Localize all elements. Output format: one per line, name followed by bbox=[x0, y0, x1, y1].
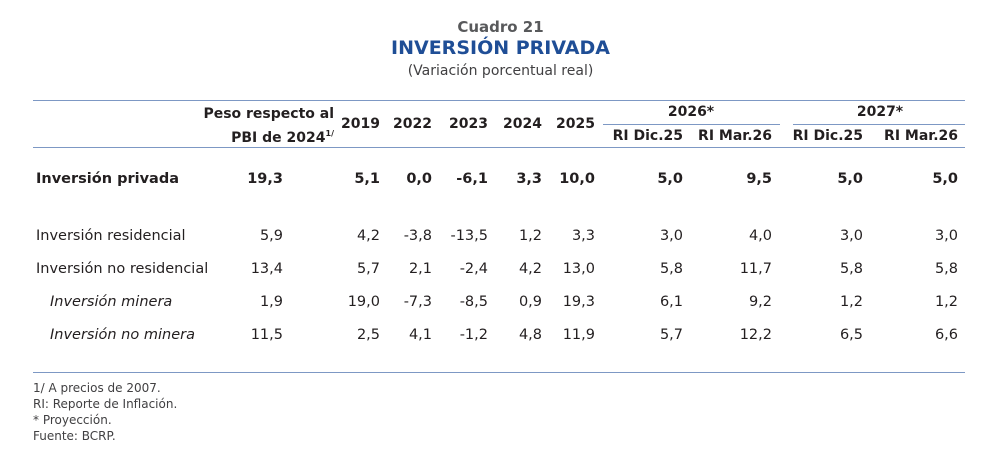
header-year: 2023 bbox=[449, 116, 488, 132]
table-cell: 3,3 bbox=[516, 171, 542, 187]
top-rule bbox=[33, 100, 965, 101]
table-cell: -13,5 bbox=[450, 228, 488, 244]
table-cell: 4,2 bbox=[356, 228, 380, 244]
group-rule-2027 bbox=[793, 124, 965, 125]
table-cell: 5,0 bbox=[837, 171, 863, 187]
table-cell: -8,5 bbox=[459, 294, 488, 310]
table-cell: 5,7 bbox=[356, 261, 380, 277]
table-cell: 4,0 bbox=[748, 228, 772, 244]
table-cell: 9,5 bbox=[746, 171, 772, 187]
table-cell: 6,5 bbox=[839, 327, 863, 343]
table-cell: 4,2 bbox=[518, 261, 542, 277]
table-cell: 1,2 bbox=[518, 228, 542, 244]
table-cell: 3,0 bbox=[934, 228, 958, 244]
table-title: INVERSIÓN PRIVADA bbox=[391, 37, 610, 59]
table-cell: 13,4 bbox=[250, 261, 283, 277]
table-cell: 1,9 bbox=[259, 294, 283, 310]
row-label: Inversión privada bbox=[36, 171, 179, 187]
table-cell: 1,2 bbox=[839, 294, 863, 310]
table-cell: 3,0 bbox=[659, 228, 683, 244]
table-cell: 11,9 bbox=[562, 327, 595, 343]
table-number: Cuadro 21 bbox=[457, 18, 544, 36]
footnote: RI: Reporte de Inflación. bbox=[33, 397, 178, 411]
table-cell: 2,5 bbox=[356, 327, 380, 343]
table-cell: -6,1 bbox=[456, 171, 488, 187]
footnote: Fuente: BCRP. bbox=[33, 429, 116, 443]
row-label: Inversión residencial bbox=[36, 228, 186, 244]
table-cell: 19,3 bbox=[562, 294, 595, 310]
table-cell: 11,5 bbox=[250, 327, 283, 343]
table-cell: 5,9 bbox=[259, 228, 283, 244]
table-cell: -7,3 bbox=[403, 294, 432, 310]
footnote: * Proyección. bbox=[33, 413, 112, 427]
header-year: 2022 bbox=[393, 116, 432, 132]
table-cell: -3,8 bbox=[403, 228, 432, 244]
table-cell: 4,8 bbox=[518, 327, 542, 343]
table-subtitle: (Variación porcentual real) bbox=[407, 63, 594, 79]
header-year: 2025 bbox=[556, 116, 595, 132]
footnote-marker: 1/ bbox=[325, 129, 335, 138]
table-cell: 6,6 bbox=[934, 327, 958, 343]
table-cell: 5,8 bbox=[839, 261, 863, 277]
table-cell: 6,1 bbox=[659, 294, 683, 310]
table-cell: -2,4 bbox=[459, 261, 488, 277]
header-weight-line2: PBI de 20241/ bbox=[231, 129, 335, 146]
header-subcolumn: RI Mar.26 bbox=[884, 128, 958, 144]
table-cell: 1,2 bbox=[934, 294, 958, 310]
footnote: 1/ A precios de 2007. bbox=[33, 381, 161, 395]
table-cell: 3,3 bbox=[571, 228, 595, 244]
table-cell: 4,1 bbox=[408, 327, 432, 343]
table-cell: -1,2 bbox=[459, 327, 488, 343]
table-cell: 9,2 bbox=[748, 294, 772, 310]
table-cell: 0,9 bbox=[518, 294, 542, 310]
row-label: Inversión no residencial bbox=[36, 261, 209, 277]
header-year: 2024 bbox=[503, 116, 542, 132]
bottom-rule bbox=[33, 372, 965, 373]
table-cell: 5,0 bbox=[657, 171, 683, 187]
table-cell: 19,3 bbox=[247, 171, 283, 187]
row-label: Inversión minera bbox=[50, 294, 173, 310]
header-subcolumn: RI Mar.26 bbox=[698, 128, 772, 144]
table-cell: 2,1 bbox=[408, 261, 432, 277]
table-cell: 5,8 bbox=[934, 261, 958, 277]
table-cell: 0,0 bbox=[406, 171, 432, 187]
header-weight: Peso respecto al PBI de 20241/ bbox=[203, 105, 334, 148]
header-group: 2027* bbox=[856, 104, 904, 120]
table-cell: 10,0 bbox=[559, 171, 595, 187]
table-cell: 12,2 bbox=[739, 327, 772, 343]
table-cell: 5,1 bbox=[354, 171, 380, 187]
table-cell: 5,7 bbox=[659, 327, 683, 343]
table-cell: 11,7 bbox=[739, 261, 772, 277]
header-year: 2019 bbox=[341, 116, 380, 132]
header-bottom-rule bbox=[33, 147, 965, 148]
group-rule-2026 bbox=[603, 124, 780, 125]
header-group: 2026* bbox=[667, 104, 715, 120]
header-subcolumn: RI Dic.25 bbox=[612, 128, 683, 144]
table-cell: 3,0 bbox=[839, 228, 863, 244]
header-weight-line1: Peso respecto al bbox=[203, 106, 334, 122]
row-label: Inversión no minera bbox=[50, 327, 195, 343]
table-cell: 5,0 bbox=[932, 171, 958, 187]
header-subcolumn: RI Dic.25 bbox=[792, 128, 863, 144]
table-cell: 13,0 bbox=[562, 261, 595, 277]
table-cell: 5,8 bbox=[659, 261, 683, 277]
table-cell: 19,0 bbox=[347, 294, 380, 310]
